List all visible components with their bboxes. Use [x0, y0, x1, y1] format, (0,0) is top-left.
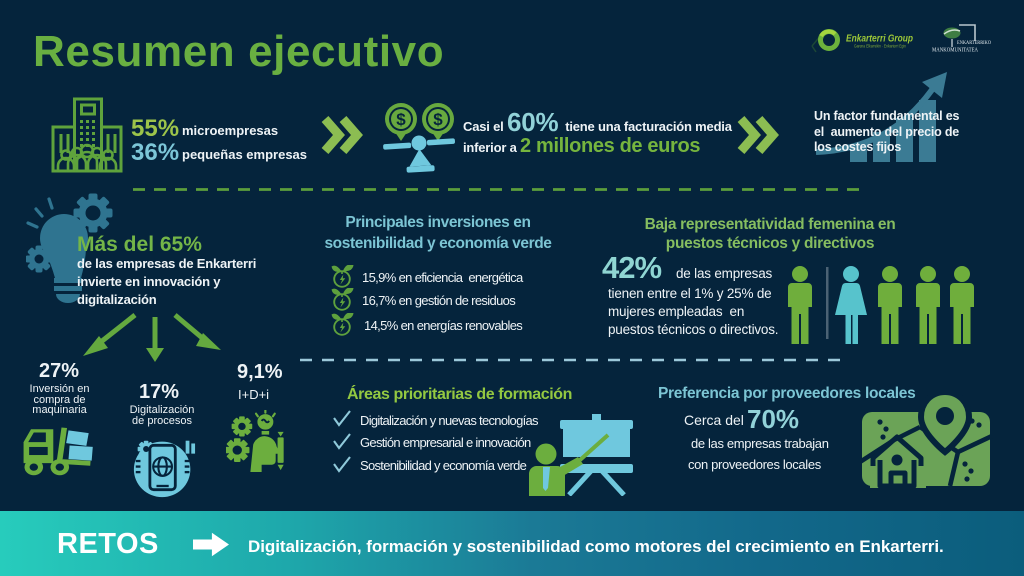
svg-text:Garena Elkarrekin · Enkarterri: Garena Elkarrekin · Enkarterri Egin [854, 44, 907, 49]
svg-text:MANKOMUNITATEA: MANKOMUNITATEA [932, 47, 978, 54]
svg-text:$: $ [433, 110, 443, 129]
svg-text:ENKARTERRIKO: ENKARTERRIKO [957, 40, 991, 46]
svg-text:$: $ [396, 110, 406, 129]
svg-text:Enkarterri Group: Enkarterri Group [846, 33, 913, 45]
